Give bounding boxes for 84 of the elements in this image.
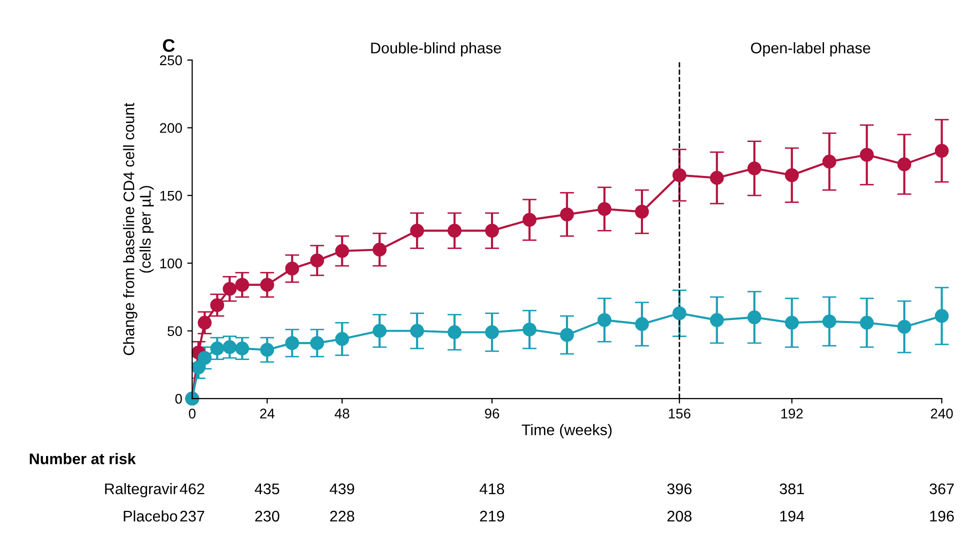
point: [285, 336, 300, 350]
point: [598, 313, 612, 327]
text: 237: [180, 510, 204, 522]
point: [710, 313, 724, 327]
point: [222, 340, 237, 354]
point: [822, 154, 836, 169]
point: [860, 316, 874, 330]
point: [448, 325, 462, 340]
point: [410, 224, 424, 238]
point: [934, 309, 949, 323]
point: [335, 332, 350, 346]
point: [934, 144, 949, 158]
point: [860, 148, 874, 162]
text: 196: [930, 510, 954, 522]
chart-title: C: [162, 39, 175, 52]
point: [235, 342, 250, 356]
point: [560, 328, 574, 342]
point: [448, 224, 462, 238]
y-tick-label: 100: [160, 258, 182, 268]
text: 396: [667, 483, 692, 494]
point: [522, 322, 536, 336]
x-tick-label: 0: [188, 408, 196, 419]
point: [198, 316, 212, 330]
x-tick-label: 96: [484, 408, 500, 419]
text: Double-blind phase: [371, 42, 501, 56]
text: 367: [930, 483, 954, 494]
text: 439: [330, 483, 354, 494]
point: [198, 351, 212, 365]
point: [310, 336, 324, 350]
point: [672, 168, 686, 182]
text: 418: [480, 483, 504, 494]
point: [560, 207, 574, 222]
point: [747, 310, 762, 324]
x-tick-label: 156: [668, 408, 690, 419]
point: [747, 161, 762, 176]
text: 228: [330, 510, 354, 522]
point: [372, 324, 387, 338]
text: 435: [254, 483, 280, 494]
point: [598, 202, 612, 216]
point: [784, 168, 799, 182]
point: [260, 342, 274, 357]
point: [410, 324, 424, 338]
point: [784, 316, 799, 330]
point: [210, 342, 224, 356]
point: [710, 170, 724, 185]
text: Open-label phase: [751, 42, 870, 56]
x-axis-title: Time (weeks): [522, 424, 612, 438]
y-tick-label: 200: [160, 123, 182, 133]
text: Placebo: [124, 510, 178, 522]
point: [897, 320, 912, 334]
point: [310, 254, 324, 268]
point: [672, 306, 686, 320]
point: [522, 212, 536, 227]
point: [222, 282, 237, 296]
point: [235, 278, 250, 292]
text: Number at risk: [30, 453, 136, 464]
point: [210, 298, 224, 312]
text: 462: [180, 483, 204, 494]
y-axis-title: Change from baseline CD4 cell count (cells per µL): [123, 102, 154, 356]
point: [335, 244, 350, 258]
text: 230: [255, 510, 280, 522]
x-tick-label: 24: [260, 408, 274, 418]
point: [260, 278, 274, 292]
text: 208: [667, 510, 692, 522]
text: 194: [780, 510, 804, 522]
text: Raltegravir: [105, 483, 178, 498]
point: [485, 224, 499, 238]
point: [822, 314, 836, 328]
y-tick-label: 150: [160, 190, 182, 201]
y-tick-label: 250: [160, 55, 182, 66]
text: 219: [480, 510, 504, 522]
point: [635, 204, 649, 219]
point: [635, 317, 649, 332]
x-tick-label: 192: [781, 408, 803, 419]
y-tick-label: 0: [175, 394, 182, 404]
y-tick-label: 50: [168, 326, 182, 336]
text: 381: [780, 483, 804, 494]
point: [897, 157, 912, 172]
point: [372, 242, 387, 257]
point: [485, 325, 499, 340]
x-tick-label: 240: [930, 408, 953, 419]
point: [192, 360, 206, 374]
point: [285, 262, 300, 276]
x-tick-label: 48: [334, 408, 350, 419]
